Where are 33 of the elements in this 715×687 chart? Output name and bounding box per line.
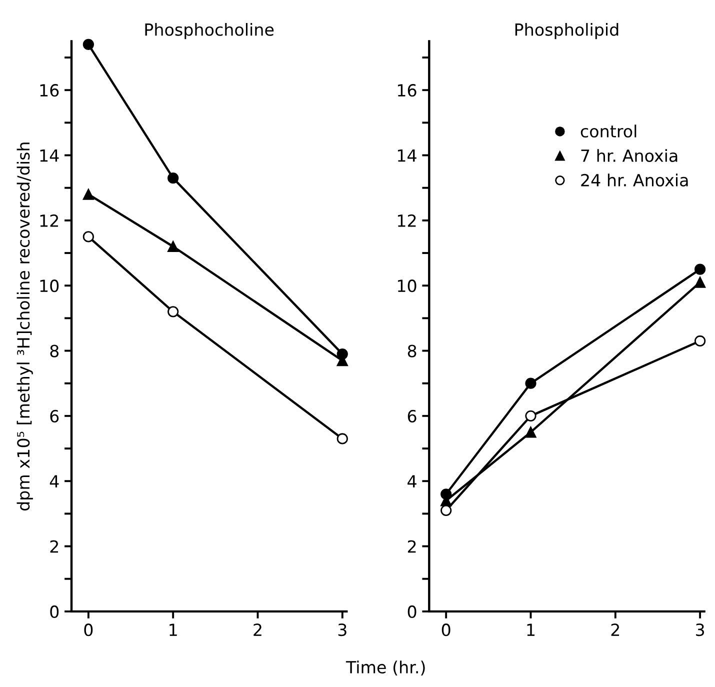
y-tick-label: 10 [398, 280, 416, 292]
x-tick-label: 2 [611, 624, 620, 636]
y-tick-label: 12 [40, 214, 58, 227]
x-tick-label: 0 [442, 624, 450, 636]
chart-title: Phosphocholine [145, 23, 274, 40]
y-axis-title: dpm x10⁵ [methyl ³H]choline recovered/dish [16, 142, 33, 511]
y-tick-label: 8 [50, 344, 59, 358]
y-tick-label: 14 [40, 149, 59, 162]
y-tick-label: 6 [50, 410, 59, 422]
y-tick-label: 14 [398, 149, 416, 162]
y-tick-label: 4 [408, 475, 416, 488]
y-tick-label: 6 [408, 410, 416, 422]
x-tick-label: 3 [696, 624, 704, 636]
y-tick-label: 4 [50, 475, 59, 488]
y-tick-label: 16 [398, 84, 416, 97]
y-tick-label: 8 [408, 344, 416, 358]
y-tick-label: 12 [398, 214, 416, 227]
legend-label: 24 hr. Anoxia [581, 174, 688, 186]
legend-label: 7 hr. Anoxia [581, 149, 678, 162]
x-tick-label: 1 [170, 624, 177, 636]
x-tick-label: 2 [254, 624, 262, 636]
x-axis-title: Time (hr.) [346, 660, 425, 676]
x-tick-label: 1 [527, 624, 534, 636]
y-tick-label: 16 [40, 84, 59, 97]
chart-title: Phospholipid [515, 23, 618, 40]
y-tick-label: 10 [40, 280, 59, 292]
x-tick-label: 3 [338, 624, 346, 636]
legend-label: control [580, 124, 636, 138]
y-tick-label: 2 [50, 540, 58, 553]
y-tick-label: 2 [408, 540, 416, 553]
y-tick-label: 0 [408, 605, 416, 618]
y-tick-label: 0 [50, 605, 59, 618]
x-tick-label: 0 [84, 624, 93, 636]
